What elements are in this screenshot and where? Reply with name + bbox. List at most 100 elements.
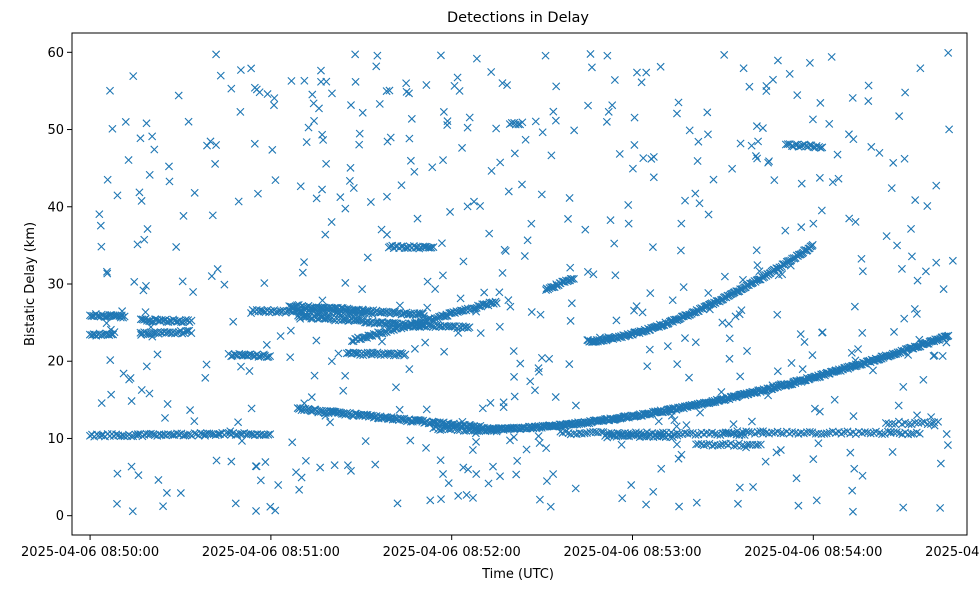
detection-marker: [453, 73, 462, 82]
detection-marker: [569, 274, 578, 283]
detection-marker: [808, 351, 817, 360]
detection-marker: [164, 430, 173, 439]
detection-marker: [308, 90, 317, 99]
detection-marker: [263, 90, 272, 99]
detection-marker: [882, 232, 891, 241]
detection-marker: [215, 429, 224, 438]
detection-marker: [489, 462, 497, 471]
detection-marker: [756, 440, 765, 449]
detection-marker: [692, 498, 701, 507]
detection-marker: [478, 404, 487, 413]
detection-marker: [827, 52, 836, 61]
detection-marker: [699, 441, 708, 450]
detection-marker: [812, 496, 821, 505]
detection-marker: [624, 219, 633, 228]
detection-marker: [704, 289, 713, 297]
detection-marker: [805, 58, 814, 67]
detection-marker: [454, 328, 463, 337]
detection-marker: [351, 50, 360, 59]
detection-marker: [534, 432, 543, 441]
detection-marker: [833, 150, 842, 159]
detection-marker: [649, 152, 658, 161]
detection-marker: [818, 328, 827, 337]
detection-marker: [864, 81, 873, 90]
detection-marker: [611, 271, 620, 280]
detection-marker: [264, 430, 273, 439]
detection-marker: [581, 225, 590, 234]
detection-marker: [167, 329, 176, 338]
detection-marker: [773, 56, 782, 65]
detection-marker: [440, 347, 449, 356]
detection-marker: [387, 326, 395, 335]
detection-marker: [936, 503, 945, 512]
detection-marker: [672, 440, 681, 449]
detection-marker: [912, 309, 921, 318]
detection-marker: [825, 119, 834, 128]
detection-marker: [849, 412, 858, 421]
detection-marker: [814, 429, 823, 438]
detection-marker: [220, 280, 229, 289]
detection-marker: [406, 156, 415, 165]
detection-marker: [346, 163, 355, 172]
detection-marker: [915, 429, 924, 438]
detection-marker: [227, 84, 236, 93]
detection-marker: [128, 507, 137, 516]
detection-marker: [848, 93, 857, 102]
detection-marker: [231, 499, 240, 508]
detection-marker: [137, 385, 146, 394]
detection-marker: [260, 279, 269, 288]
detection-marker: [146, 323, 155, 332]
detection-marker: [286, 353, 295, 362]
detection-marker: [792, 474, 801, 483]
detection-marker: [207, 272, 216, 281]
detection-marker: [505, 436, 514, 445]
detection-marker: [463, 202, 472, 211]
detection-marker: [226, 427, 235, 436]
detection-marker: [571, 484, 580, 493]
detection-marker: [453, 426, 462, 435]
detection-marker: [301, 456, 310, 465]
detection-marker: [498, 79, 507, 88]
detection-marker: [901, 88, 910, 97]
detection-marker: [133, 240, 142, 249]
detection-marker: [761, 457, 770, 466]
detection-marker: [330, 303, 339, 312]
detection-marker: [709, 175, 718, 184]
detection-marker: [317, 77, 326, 86]
detection-marker: [359, 333, 368, 342]
detection-marker: [942, 430, 951, 439]
detection-marker: [365, 411, 374, 420]
detection-marker: [496, 472, 505, 481]
detection-marker: [143, 224, 152, 233]
detection-marker: [296, 182, 305, 191]
detection-marker: [401, 350, 410, 359]
detection-marker: [945, 125, 954, 134]
detection-marker: [183, 326, 192, 335]
detection-marker: [566, 274, 575, 283]
detection-marker: [773, 310, 782, 319]
detection-marker: [674, 98, 683, 107]
detection-marker: [179, 211, 188, 220]
detection-marker: [163, 400, 172, 408]
detection-marker: [304, 123, 313, 132]
detection-marker: [415, 309, 424, 318]
x-tick-label: 2025-04-06 08:52:00: [383, 545, 521, 560]
detection-marker: [566, 316, 575, 325]
detection-marker: [266, 430, 275, 439]
detection-marker: [439, 107, 448, 116]
detection-marker: [436, 426, 445, 434]
detection-marker: [549, 470, 558, 479]
detection-marker: [747, 141, 756, 150]
detection-marker: [312, 194, 321, 203]
detection-marker: [161, 413, 169, 422]
detection-marker: [310, 371, 319, 380]
detection-marker: [639, 154, 648, 163]
detection-marker: [341, 204, 350, 213]
detection-marker: [797, 223, 806, 232]
detection-marker: [737, 306, 746, 315]
detection-marker: [753, 440, 762, 449]
detection-marker: [413, 214, 422, 223]
y-axis: 0 10 20 30 40 50 60: [47, 46, 72, 524]
detection-marker: [851, 217, 860, 226]
detection-marker: [318, 130, 327, 139]
